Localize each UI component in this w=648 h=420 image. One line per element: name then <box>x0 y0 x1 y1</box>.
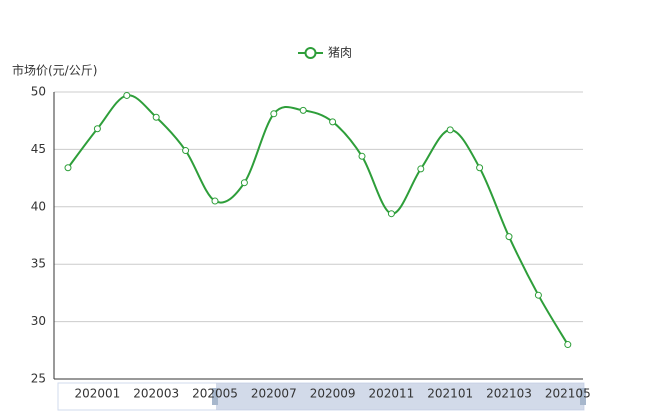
x-tick-label: 202101 <box>427 387 473 401</box>
y-tick-label: 40 <box>31 199 46 213</box>
point <box>182 147 190 155</box>
line <box>67 94 569 346</box>
point <box>93 125 101 133</box>
data-zoom <box>57 382 586 411</box>
x-tick-label: 202003 <box>133 387 179 401</box>
point <box>446 126 454 134</box>
point <box>387 210 395 218</box>
point <box>211 197 219 205</box>
point <box>564 341 572 349</box>
point <box>64 164 72 172</box>
point <box>476 164 484 172</box>
y-tick-label: 35 <box>31 257 46 271</box>
legend-marker <box>304 47 317 59</box>
legend-label: 猪肉 <box>328 46 352 60</box>
y-tick-label: 30 <box>31 314 46 328</box>
x-tick-label: 202005 <box>192 387 238 401</box>
point <box>358 152 366 160</box>
y-tick-label: 25 <box>31 372 46 386</box>
point <box>534 291 542 299</box>
point <box>123 91 131 99</box>
x-tick-label: 202105 <box>545 387 591 401</box>
zoom-handle[interactable] <box>212 388 218 405</box>
x-tick-label: 202011 <box>368 387 414 401</box>
point <box>270 110 278 118</box>
y-axis-label: 市场价(元/公斤) <box>12 63 97 78</box>
point <box>299 106 307 114</box>
point <box>329 118 337 126</box>
x-tick-label: 202007 <box>251 387 297 401</box>
y-tick-label: 50 <box>31 85 46 99</box>
x-tick-label: 202001 <box>74 387 120 401</box>
point <box>505 233 513 241</box>
y-tick-label: 45 <box>31 142 46 156</box>
zoom-window[interactable] <box>216 383 584 410</box>
x-tick-label: 202103 <box>486 387 532 401</box>
point <box>417 165 425 173</box>
point <box>240 179 248 187</box>
x-tick-label: 202009 <box>310 387 356 401</box>
point <box>152 113 160 121</box>
zoom-handle[interactable] <box>580 388 586 405</box>
